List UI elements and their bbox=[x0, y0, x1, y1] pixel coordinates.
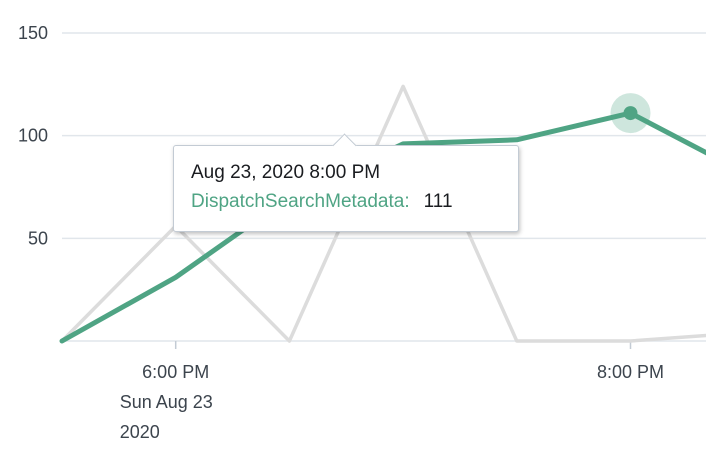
y-tick-label: 100 bbox=[18, 126, 48, 146]
y-tick-label: 150 bbox=[18, 23, 48, 43]
chart-tooltip: Aug 23, 2020 8:00 PM DispatchSearchMetad… bbox=[173, 133, 519, 232]
x-tick-label: Sun Aug 23 bbox=[120, 392, 213, 412]
x-tick-label: 8:00 PM bbox=[597, 362, 664, 382]
series-line-1 bbox=[60, 84, 706, 343]
y-tick-label: 50 bbox=[28, 228, 48, 248]
y-axis: 50 100 150 bbox=[18, 23, 48, 248]
x-tick-label: 6:00 PM bbox=[142, 362, 209, 382]
highlight-layer bbox=[610, 93, 651, 134]
highlight-point[interactable] bbox=[623, 106, 638, 121]
tooltip-value: 111 bbox=[423, 191, 453, 212]
tooltip-series-label: DispatchSearchMetadata: bbox=[191, 191, 410, 212]
x-tick-label: 2020 bbox=[120, 422, 160, 442]
tooltip-row: DispatchSearchMetadata: 111 bbox=[191, 188, 501, 216]
tooltip-title: Aug 23, 2020 8:00 PM bbox=[191, 162, 381, 183]
